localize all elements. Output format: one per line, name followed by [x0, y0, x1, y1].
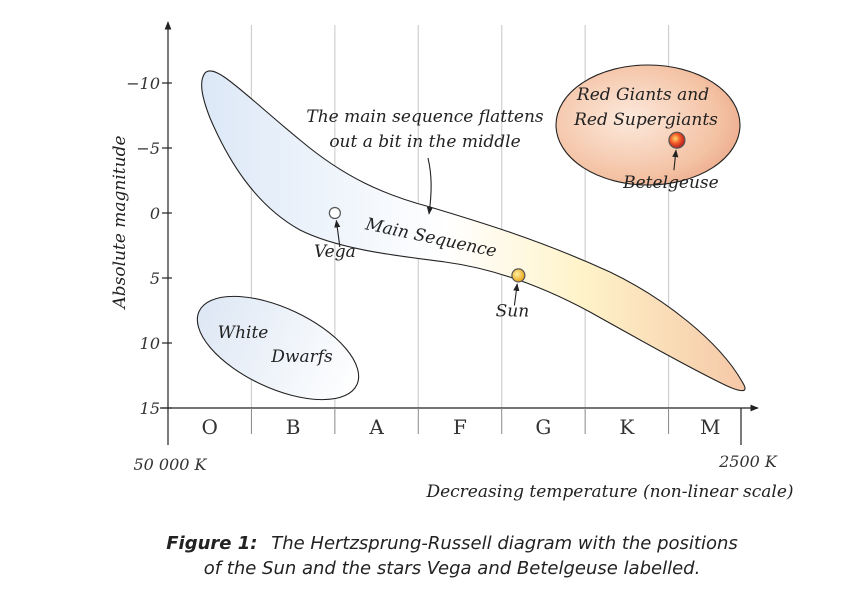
sun-star-marker [511, 268, 526, 283]
vega-star-marker [328, 206, 341, 220]
betelgeuse-arrow [672, 149, 679, 171]
y-axis-label: Absolute magnitude [110, 135, 130, 310]
x-start-label: 50 000 K [133, 455, 207, 474]
vega-arrow [334, 219, 341, 248]
x-axis-label: Decreasing temperature (non-linear scale… [425, 482, 793, 502]
y-tick-label: 15 [140, 399, 160, 418]
caption-line-2: of the Sun and the stars Vega and Betelg… [204, 558, 701, 579]
annotation-arrow [426, 157, 433, 215]
red-giants-label-1: Red Giants and [576, 85, 709, 105]
betelgeuse-label: Betelgeuse [622, 173, 719, 193]
y-tick-label: −5 [136, 139, 160, 158]
class-label-f: F [453, 415, 467, 439]
y-tick-label: 5 [150, 269, 160, 288]
y-tick-label: 0 [150, 204, 160, 223]
betelgeuse-star-marker [668, 131, 686, 149]
vega-label: Vega [314, 242, 356, 262]
class-label-m: M [700, 415, 720, 439]
white-dwarfs-label-2: Dwarfs [270, 347, 333, 367]
x-end-label: 2500 K [718, 452, 778, 471]
y-ticks: −10 −5 0 5 10 15 [126, 74, 172, 418]
caption-line-1: Figure 1: The Hertzsprung-Russell diagra… [166, 533, 738, 554]
y-tick-label: 10 [140, 334, 160, 353]
stars: Vega Sun Betelgeuse [314, 131, 719, 321]
class-label-o: O [202, 415, 218, 439]
y-tick-label: −10 [126, 74, 160, 93]
class-label-g: G [535, 415, 551, 439]
sun-arrow [513, 283, 520, 306]
red-giants-region [555, 64, 741, 186]
sun-label: Sun [496, 301, 530, 321]
white-dwarfs-region [196, 295, 360, 401]
annotation-line-1: The main sequence flattens [306, 107, 544, 127]
annotation-line-2: out a bit in the middle [329, 132, 520, 152]
white-dwarfs-label-1: White [218, 323, 269, 343]
class-label-k: K [619, 415, 635, 439]
class-label-b: B [286, 415, 301, 439]
caption-label: Figure 1: [166, 533, 257, 554]
class-label-a: A [368, 415, 384, 439]
red-giants-label-2: Red Supergiants [573, 110, 718, 130]
main-sequence-band [201, 70, 746, 392]
caption-text-1: The Hertzsprung-Russell diagram with the… [271, 533, 738, 554]
